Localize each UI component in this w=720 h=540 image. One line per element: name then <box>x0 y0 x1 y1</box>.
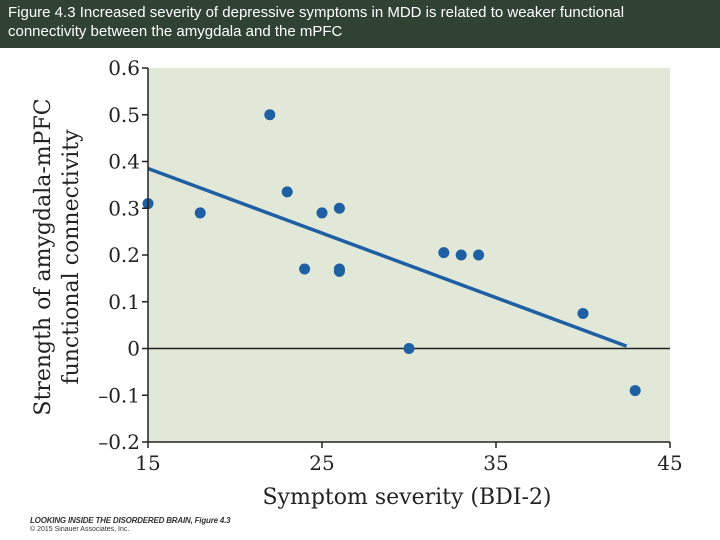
data-point-14 <box>577 307 589 319</box>
y-tick-label: –0.2 <box>98 430 140 454</box>
caption-line-2: connectivity between the amygdala and th… <box>8 23 343 40</box>
y-axis-label-line-2: functional connectivity <box>59 129 84 385</box>
x-tick-label: 25 <box>309 451 334 475</box>
y-tick-label: 0.1 <box>108 290 140 314</box>
credit-line-1: LOOKING INSIDE THE DISORDERED BRAIN, Fig… <box>30 516 231 525</box>
data-point-15 <box>629 385 641 397</box>
figure-caption: Figure 4.3 Increased severity of depress… <box>0 0 720 48</box>
x-tick-label: 45 <box>657 451 682 475</box>
plot-area <box>148 68 670 442</box>
data-point-10 <box>403 343 415 354</box>
publisher-credit: LOOKING INSIDE THE DISORDERED BRAIN, Fig… <box>30 516 231 533</box>
data-point-4 <box>281 186 293 198</box>
data-point-12 <box>455 249 467 261</box>
y-axis-label-line-1: Strength of amygdala-mPFC <box>31 98 56 415</box>
data-point-11 <box>438 247 450 259</box>
x-ticks: 15 25 35 45 <box>135 442 683 475</box>
data-point-3 <box>264 109 276 121</box>
data-point-2 <box>194 207 206 219</box>
y-tick-label: –0.1 <box>98 383 140 407</box>
y-tick-label: 0.5 <box>108 103 140 127</box>
data-points <box>142 109 641 397</box>
trend-line <box>147 166 628 348</box>
credit-line-2: © 2015 Sinauer Associates, Inc. <box>30 526 130 533</box>
y-tick-label: 0.2 <box>108 243 140 267</box>
caption-line-1: Figure 4.3 Increased severity of depress… <box>8 4 625 21</box>
data-point-7 <box>333 202 345 214</box>
y-tick-label: 0.6 <box>108 56 140 80</box>
x-tick-label: 35 <box>483 451 508 475</box>
y-tick-label: 0.4 <box>108 150 140 174</box>
y-tick-label: 0 <box>127 337 140 361</box>
data-point-5 <box>299 263 311 275</box>
x-tick-label: 15 <box>135 451 160 475</box>
y-ticks: 0.6 0.5 0.4 0.3 0.2 0.1 0 –0.1 –0.2 <box>98 56 148 454</box>
x-axis-label: Symptom severity (BDI-2) <box>262 485 551 510</box>
data-point-6 <box>316 207 328 219</box>
y-tick-label: 0.3 <box>108 196 140 220</box>
data-point-13 <box>473 249 485 261</box>
data-point-9 <box>333 265 345 277</box>
